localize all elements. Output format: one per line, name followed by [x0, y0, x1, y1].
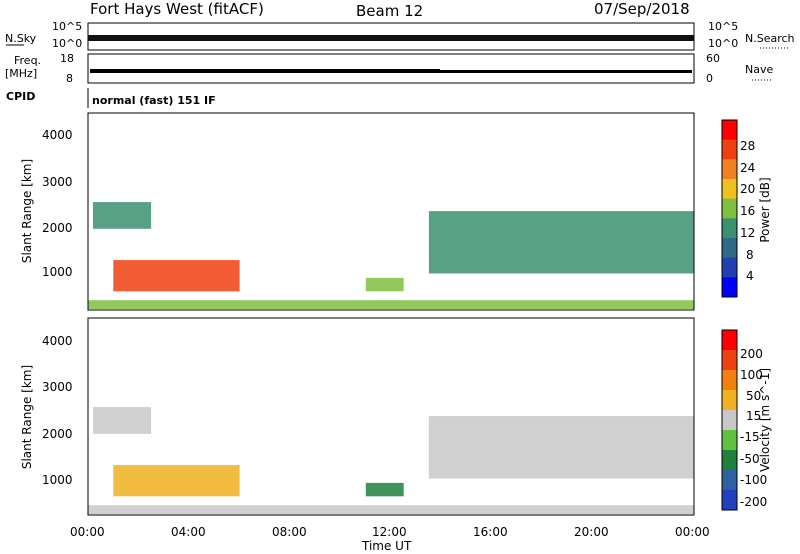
power-colorbar-swatch-3 [722, 179, 737, 200]
x-axis-label: Time UT [361, 539, 412, 553]
noise-right-tick-bottom: 10^0 [708, 37, 738, 50]
power-cbar-tick-28: 28 [740, 139, 755, 153]
power-y-ticks: 4000 3000 2000 1000 [42, 128, 73, 279]
noise-left-tick-top: 10^5 [52, 20, 82, 33]
power-colorbar-frame [721, 119, 738, 298]
power-colorbar-label: Power [dB] [758, 177, 772, 242]
velocity-colorbar-label: Velocity [m s^-1] [758, 368, 772, 472]
power-ytick-4000: 4000 [42, 128, 73, 142]
velocity-colorbar-swatch-1 [722, 350, 737, 371]
velocity-y-ticks: 4000 3000 2000 1000 [42, 334, 73, 487]
noise-left-label: N.Sky [5, 32, 37, 45]
noise-right-tick-top: 10^5 [708, 20, 738, 33]
date-title: 07/Sep/2018 [594, 0, 690, 18]
velocity-colorbar-swatch-4 [722, 410, 737, 431]
velocity-panel-frame [87, 317, 695, 516]
velocity-cbar-tick-15: 15 [746, 409, 761, 423]
xtick-0800: 08:00 [272, 525, 307, 539]
power-colorbar-ticks: 28 24 20 16 12 8 4 [740, 139, 755, 283]
velocity-region-0 [93, 407, 152, 434]
power-colorbar-swatch-8 [722, 277, 737, 298]
velocity-region-3 [365, 482, 404, 497]
velocity-region-2 [88, 505, 694, 515]
velocity-ytick-1000: 1000 [42, 473, 73, 487]
xtick-2400: 00:00 [675, 525, 710, 539]
power-region-2 [88, 300, 694, 310]
xtick-1600: 16:00 [473, 525, 508, 539]
power-data-layer [88, 202, 694, 310]
power-region-1 [113, 260, 240, 292]
freq-panel-frame [87, 53, 695, 84]
cpid-label: CPID [6, 90, 35, 103]
freq-right-tick-top: 60 [706, 52, 720, 65]
velocity-colorbar-swatch-8 [722, 490, 737, 511]
velocity-ytick-2000: 2000 [42, 427, 73, 441]
velocity-colorbar-swatch-3 [722, 390, 737, 411]
x-axis-ticks: 00:00 04:00 08:00 12:00 16:00 20:00 00:0… [70, 525, 710, 539]
velocity-region-1 [113, 465, 240, 497]
power-region-3 [365, 277, 404, 292]
xtick-2000: 20:00 [574, 525, 609, 539]
velocity-cbar-tick-minus-15: -15 [740, 430, 760, 444]
velocity-colorbar-swatch-5 [722, 430, 737, 451]
noise-left-tick-bottom: 10^0 [52, 37, 82, 50]
velocity-cbar-tick-minus-50: -50 [740, 452, 760, 466]
nave-label: Nave [745, 63, 773, 76]
xtick-1200: 12:00 [372, 525, 407, 539]
freq-left-label-1: Freq. [14, 54, 41, 67]
power-colorbar-swatch-6 [722, 238, 737, 259]
velocity-ytick-3000: 3000 [42, 380, 73, 394]
velocity-data-layer [88, 407, 694, 515]
velocity-colorbar-swatch-2 [722, 370, 737, 391]
velocity-colorbar-frame [721, 329, 738, 511]
power-colorbar-swatch-5 [722, 218, 737, 239]
velocity-colorbar-swatch-7 [722, 470, 737, 491]
velocity-colorbar-swatch-6 [722, 450, 737, 471]
freq-left-tick-top: 18 [60, 52, 74, 65]
power-cbar-tick-12: 12 [740, 226, 755, 240]
power-colorbar [722, 120, 737, 298]
velocity-cbar-tick-50: 50 [746, 389, 761, 403]
velocity-colorbar-ticks: 200 100 50 15 -15 -50 -100 -200 [740, 347, 767, 509]
freq-left-label-2: [MHz] [5, 67, 37, 80]
velocity-colorbar-swatch-0 [722, 330, 737, 351]
power-ytick-2000: 2000 [42, 221, 73, 235]
freq-right-tick-bottom: 0 [706, 72, 713, 85]
power-region-4 [428, 211, 694, 274]
freq-trace-b [440, 70, 692, 73]
power-colorbar-swatch-2 [722, 159, 737, 180]
power-cbar-tick-16: 16 [740, 204, 755, 218]
power-colorbar-swatch-1 [722, 139, 737, 160]
power-region-0 [93, 202, 152, 229]
power-cbar-tick-4: 4 [746, 269, 754, 283]
velocity-ytick-4000: 4000 [42, 334, 73, 348]
power-colorbar-swatch-4 [722, 198, 737, 219]
xtick-0400: 04:00 [171, 525, 206, 539]
power-cbar-tick-20: 20 [740, 182, 755, 196]
station-title: Fort Hays West (fitACF) [90, 0, 264, 18]
freq-left-tick-bottom: 8 [66, 72, 73, 85]
power-ytick-1000: 1000 [42, 265, 73, 279]
freq-trace-a [90, 69, 440, 73]
power-colorbar-swatch-7 [722, 257, 737, 278]
noise-trace [88, 35, 694, 41]
power-ylabel: Slant Range [km] [20, 159, 34, 263]
velocity-cbar-tick-100: 100 [740, 368, 763, 382]
cpid-text: normal (fast) 151 IF [92, 94, 216, 107]
power-cbar-tick-8: 8 [746, 248, 754, 262]
power-ytick-3000: 3000 [42, 175, 73, 189]
noise-right-label: N.Search [745, 32, 795, 45]
power-cbar-tick-24: 24 [740, 161, 755, 175]
velocity-cbar-tick-minus-200: -200 [740, 495, 767, 509]
velocity-cbar-tick-minus-100: -100 [740, 473, 767, 487]
velocity-colorbar [722, 330, 737, 511]
power-colorbar-swatch-0 [722, 120, 737, 141]
velocity-cbar-tick-200: 200 [740, 347, 763, 361]
velocity-region-4 [428, 416, 694, 479]
power-panel-frame [87, 112, 695, 311]
velocity-ylabel: Slant Range [km] [20, 365, 34, 469]
xtick-0000: 00:00 [70, 525, 105, 539]
beam-title: Beam 12 [356, 2, 423, 20]
